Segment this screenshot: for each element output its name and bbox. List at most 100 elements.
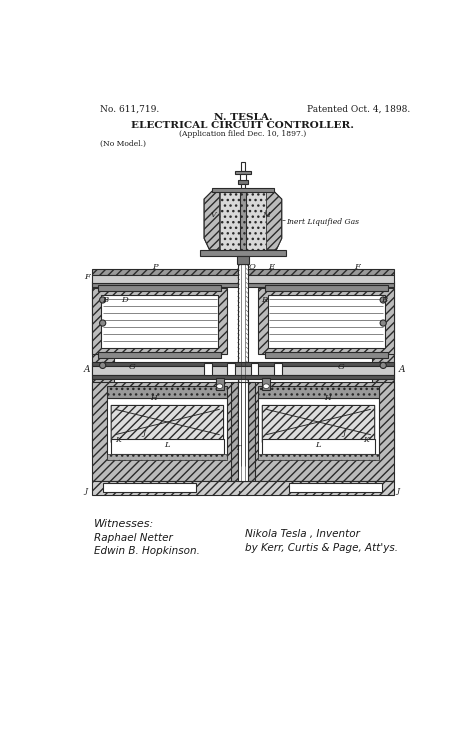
Bar: [92, 276, 394, 283]
Bar: [103, 483, 196, 492]
Bar: [92, 281, 113, 451]
Polygon shape: [262, 406, 374, 454]
Text: E: E: [268, 263, 274, 271]
Text: B: B: [102, 296, 108, 304]
Bar: [264, 351, 388, 358]
Bar: [237, 382, 248, 481]
Text: M: M: [262, 211, 270, 218]
Bar: [107, 386, 228, 398]
Bar: [241, 162, 245, 171]
Polygon shape: [266, 191, 282, 250]
Ellipse shape: [380, 297, 386, 303]
Text: R: R: [261, 296, 267, 304]
Text: H: H: [150, 394, 156, 402]
Text: N. TESLA.: N. TESLA.: [214, 113, 272, 122]
Text: J: J: [84, 487, 87, 495]
Text: Edwin B. Hopkinson.: Edwin B. Hopkinson.: [94, 545, 200, 556]
Text: H: H: [324, 394, 331, 402]
Bar: [204, 363, 212, 376]
Bar: [262, 439, 374, 454]
Bar: [107, 398, 228, 458]
Text: B: B: [381, 296, 387, 304]
Ellipse shape: [380, 320, 386, 326]
Bar: [240, 174, 246, 181]
Text: G: G: [129, 363, 136, 371]
Text: J: J: [342, 429, 345, 437]
Text: J: J: [396, 487, 400, 495]
Polygon shape: [204, 191, 282, 250]
Text: Patented Oct. 4, 1898.: Patented Oct. 4, 1898.: [307, 105, 410, 114]
Text: Inert Liquified Gas: Inert Liquified Gas: [286, 218, 359, 226]
Polygon shape: [204, 191, 219, 250]
Text: L: L: [164, 441, 170, 449]
Text: O: O: [249, 263, 256, 271]
Text: A: A: [399, 365, 405, 374]
Bar: [237, 180, 248, 184]
Text: Witnesses:: Witnesses:: [94, 520, 155, 529]
Bar: [237, 256, 249, 264]
Bar: [92, 376, 394, 379]
Text: ELECTRICAL CIRCUIT CONTROLLER.: ELECTRICAL CIRCUIT CONTROLLER.: [131, 121, 355, 130]
Bar: [241, 184, 245, 191]
Ellipse shape: [100, 320, 106, 326]
Bar: [373, 281, 394, 451]
Bar: [258, 288, 394, 354]
Text: by Kerr, Curtis & Page, Att'ys.: by Kerr, Curtis & Page, Att'ys.: [245, 542, 398, 553]
Bar: [258, 454, 379, 460]
Bar: [240, 191, 246, 250]
Bar: [228, 363, 235, 376]
Bar: [107, 454, 228, 460]
Bar: [235, 171, 251, 174]
Text: J: J: [142, 429, 145, 437]
Bar: [98, 351, 221, 358]
Bar: [92, 269, 394, 276]
Bar: [258, 398, 379, 458]
Bar: [251, 363, 258, 376]
Bar: [200, 250, 286, 256]
Polygon shape: [246, 191, 266, 250]
Ellipse shape: [263, 384, 269, 389]
Bar: [101, 295, 218, 348]
Text: (No Model.): (No Model.): [100, 140, 146, 148]
Text: L: L: [315, 441, 321, 449]
Bar: [111, 439, 224, 454]
Bar: [92, 362, 394, 366]
Polygon shape: [219, 191, 240, 250]
Text: T: T: [235, 444, 240, 452]
Text: I: I: [237, 490, 239, 498]
Bar: [274, 363, 282, 376]
Bar: [216, 379, 224, 390]
Ellipse shape: [100, 362, 106, 368]
Bar: [290, 483, 383, 492]
Text: No. 611,719.: No. 611,719.: [100, 105, 159, 114]
Bar: [262, 379, 270, 390]
Bar: [231, 382, 255, 481]
Text: K: K: [115, 437, 121, 444]
Ellipse shape: [217, 384, 223, 389]
Text: Raphael Netter: Raphael Netter: [94, 534, 173, 543]
Bar: [268, 295, 385, 348]
Bar: [92, 481, 394, 495]
Bar: [212, 188, 274, 192]
Ellipse shape: [380, 362, 386, 368]
Bar: [92, 283, 394, 287]
Bar: [92, 366, 394, 376]
Ellipse shape: [100, 297, 106, 303]
Bar: [237, 264, 248, 465]
Text: G: G: [338, 363, 345, 371]
Polygon shape: [111, 406, 224, 454]
Bar: [92, 288, 228, 354]
Text: F: F: [84, 273, 90, 281]
Text: P: P: [152, 263, 158, 271]
Text: Nikola Tesla , Inventor: Nikola Tesla , Inventor: [245, 528, 360, 539]
Bar: [98, 284, 221, 291]
Text: A: A: [84, 365, 91, 374]
Text: (Application filed Dec. 10, 1897.): (Application filed Dec. 10, 1897.): [179, 130, 307, 137]
Bar: [92, 382, 394, 481]
Bar: [264, 284, 388, 291]
Text: D: D: [121, 296, 128, 304]
Text: V: V: [211, 211, 216, 218]
Text: F: F: [354, 263, 359, 271]
Text: K: K: [363, 437, 369, 444]
Bar: [258, 386, 379, 398]
